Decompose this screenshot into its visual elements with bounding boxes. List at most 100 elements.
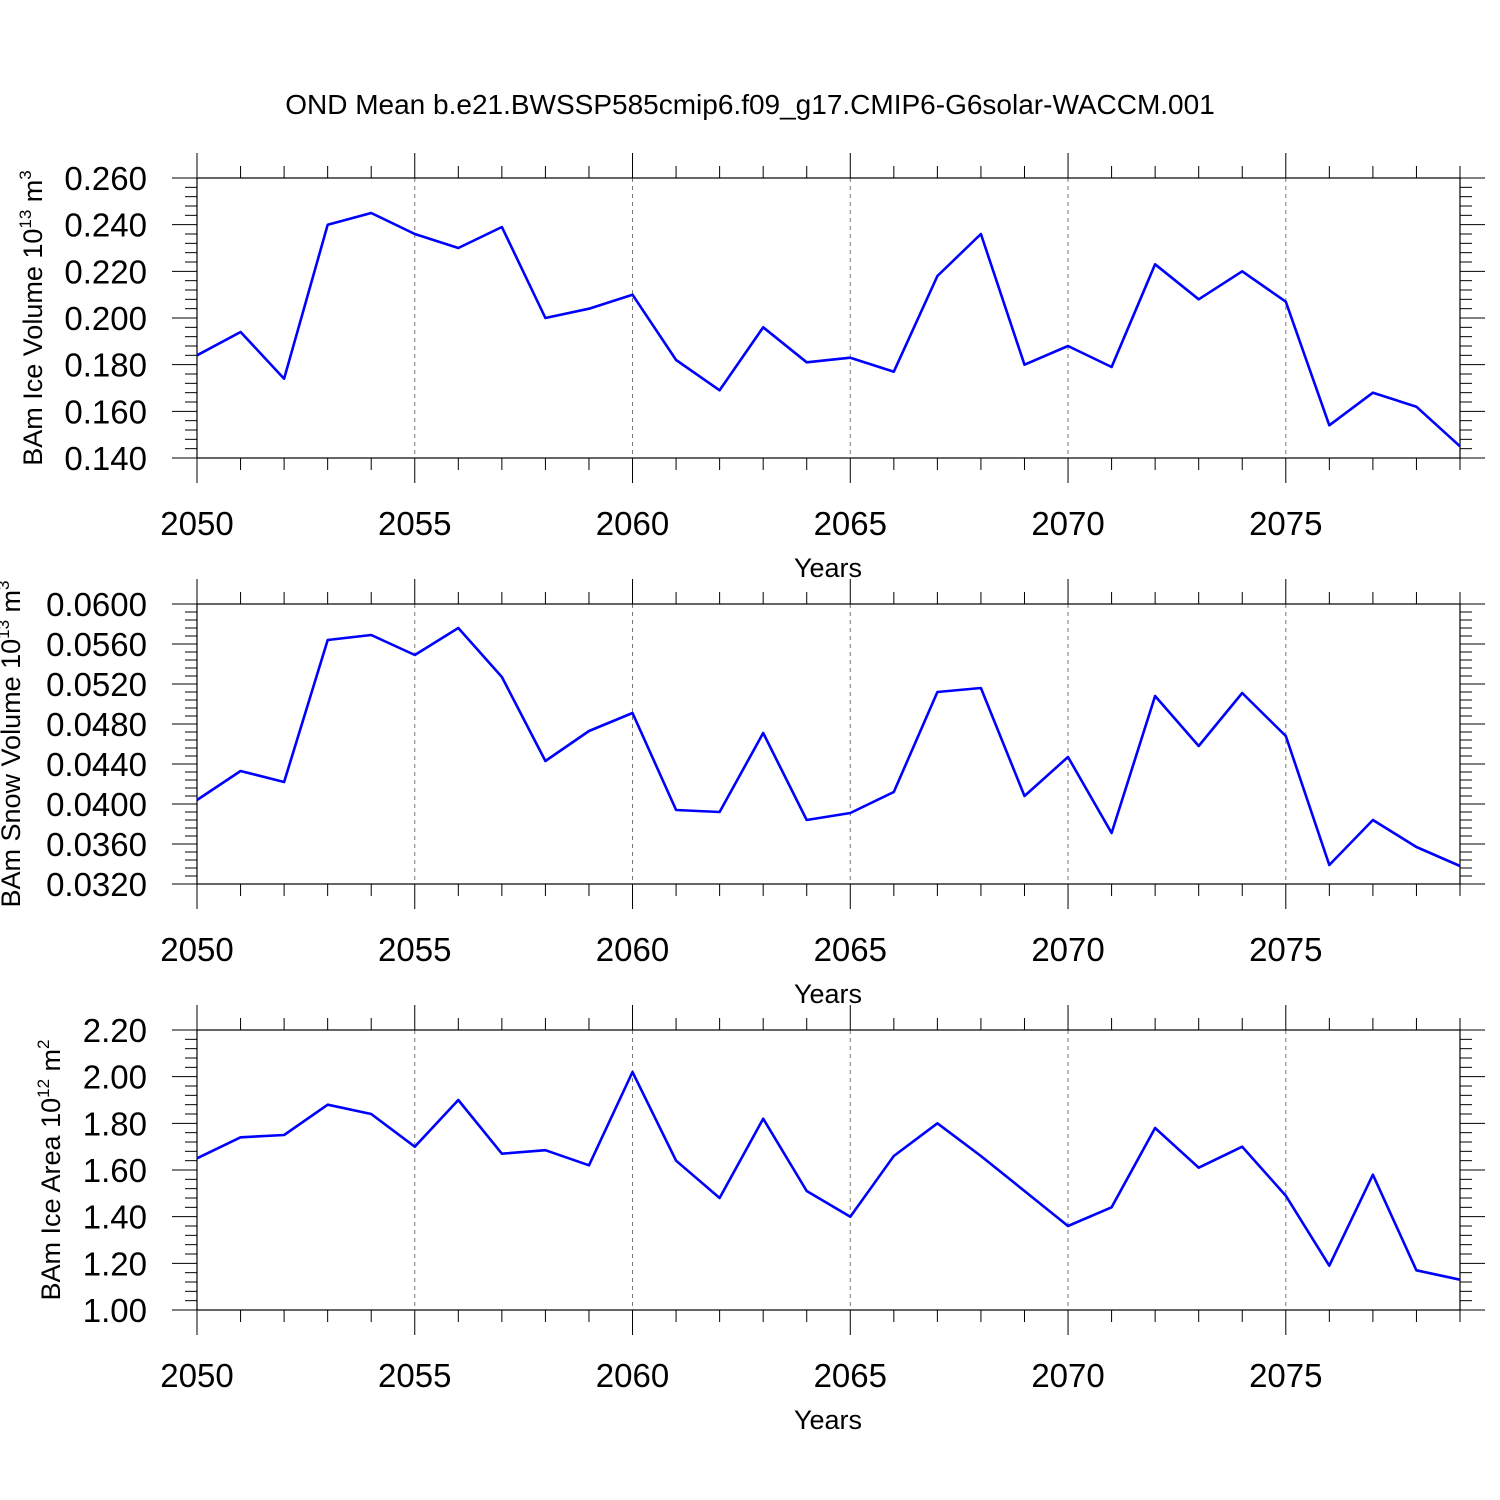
x-tick-label: 2055 <box>378 1357 451 1394</box>
x-tick-label: 2050 <box>160 1357 233 1394</box>
x-tick-label: 2075 <box>1249 931 1322 968</box>
x-tick-label: 2050 <box>160 931 233 968</box>
y-tick-label: 0.0320 <box>46 866 147 903</box>
data-point <box>1372 1173 1374 1175</box>
data-point <box>501 226 503 228</box>
y-tick-label: 0.0520 <box>46 666 147 703</box>
data-point <box>1415 405 1417 407</box>
data-point <box>1285 735 1287 737</box>
data-point <box>631 712 633 714</box>
x-tick-label: 2055 <box>378 505 451 542</box>
x-tick-label: 2070 <box>1031 505 1104 542</box>
x-tick-label: 2075 <box>1249 1357 1322 1394</box>
data-point <box>1372 391 1374 393</box>
data-point <box>762 1117 764 1119</box>
data-point <box>239 331 241 333</box>
data-point <box>980 687 982 689</box>
y-tick-label: 0.0440 <box>46 746 147 783</box>
data-point <box>675 359 677 361</box>
data-point <box>588 1164 590 1166</box>
data-point <box>893 791 895 793</box>
x-tick-label: 2065 <box>814 505 887 542</box>
x-tick-label: 2065 <box>814 1357 887 1394</box>
data-point <box>1110 1206 1112 1208</box>
data-point <box>675 809 677 811</box>
data-point <box>457 247 459 249</box>
data-point <box>631 1071 633 1073</box>
data-point <box>936 275 938 277</box>
data-point <box>893 370 895 372</box>
data-point <box>457 627 459 629</box>
data-point <box>370 634 372 636</box>
y-tick-label: 0.240 <box>64 207 147 244</box>
data-point <box>457 1099 459 1101</box>
panel-2: 2050 2055 2060 2065 2070 2075 Years 0.03200.036… <box>0 579 1485 1009</box>
data-point <box>762 732 764 734</box>
x-tick-label: 2065 <box>814 931 887 968</box>
data-point <box>1372 819 1374 821</box>
x-tick-label: 2060 <box>596 505 669 542</box>
data-point <box>1067 1225 1069 1227</box>
data-point <box>806 819 808 821</box>
data-point <box>1154 1127 1156 1129</box>
data-point <box>370 1113 372 1115</box>
data-point <box>1110 832 1112 834</box>
data-point <box>326 1103 328 1105</box>
data-point <box>588 307 590 309</box>
data-point <box>588 730 590 732</box>
y-tick-label: 1.00 <box>83 1292 147 1329</box>
series-line <box>196 211 1461 448</box>
data-point <box>893 1155 895 1157</box>
data-point <box>849 356 851 358</box>
data-point <box>1459 445 1461 447</box>
x-tick-label: 2060 <box>596 931 669 968</box>
y-tick-label: 0.200 <box>64 300 147 337</box>
data-point <box>1328 424 1330 426</box>
data-point <box>326 639 328 641</box>
y-tick-label: 0.0360 <box>46 826 147 863</box>
data-point <box>370 212 372 214</box>
data-point <box>631 293 633 295</box>
y-tick-label: 2.00 <box>83 1059 147 1096</box>
x-tick-label: 2070 <box>1031 1357 1104 1394</box>
data-point <box>414 233 416 235</box>
data-point <box>196 799 198 801</box>
data-point <box>675 1159 677 1161</box>
data-point <box>718 811 720 813</box>
data-point <box>1459 865 1461 867</box>
data-point <box>1023 795 1025 797</box>
y-tick-label: 0.160 <box>64 393 147 430</box>
data-point <box>1023 363 1025 365</box>
x-tick-label: 2075 <box>1249 505 1322 542</box>
data-point <box>1328 1264 1330 1266</box>
data-point <box>1328 864 1330 866</box>
series-line <box>196 626 1461 868</box>
plot-frame <box>196 1029 1461 1311</box>
chart-title: OND Mean b.e21.BWSSP585cmip6.f09_g17.CMI… <box>285 89 1215 120</box>
data-point <box>1285 1194 1287 1196</box>
data-point <box>849 1215 851 1217</box>
data-point <box>1154 263 1156 265</box>
y-tick-label: 0.140 <box>64 440 147 477</box>
y-tick-label: 0.180 <box>64 347 147 384</box>
x-tick-label: 2050 <box>160 505 233 542</box>
x-axis-label: Years <box>794 1405 862 1435</box>
x-axis-label: Years <box>794 553 862 583</box>
data-point <box>980 233 982 235</box>
x-tick-label: 2060 <box>596 1357 669 1394</box>
x-tick-label: 2070 <box>1031 931 1104 968</box>
data-point <box>239 770 241 772</box>
y-tick-label: 2.20 <box>83 1012 147 1049</box>
data-point <box>283 1134 285 1136</box>
data-point <box>936 1122 938 1124</box>
y-tick-label: 0.220 <box>64 253 147 290</box>
data-point <box>544 760 546 762</box>
data-point <box>501 1152 503 1154</box>
y-axis-label: BAm Ice Volume 1013 m3 <box>16 170 48 466</box>
plot-frame <box>196 603 1461 885</box>
x-axis-label: Years <box>794 979 862 1009</box>
chart-panels: 2050 2055 2060 2065 2070 2075 Years 0.140 0.160 0… <box>0 153 1485 1435</box>
y-tick-label: 0.0480 <box>46 706 147 743</box>
data-point <box>1241 1145 1243 1147</box>
y-tick-label: 1.60 <box>83 1152 147 1189</box>
